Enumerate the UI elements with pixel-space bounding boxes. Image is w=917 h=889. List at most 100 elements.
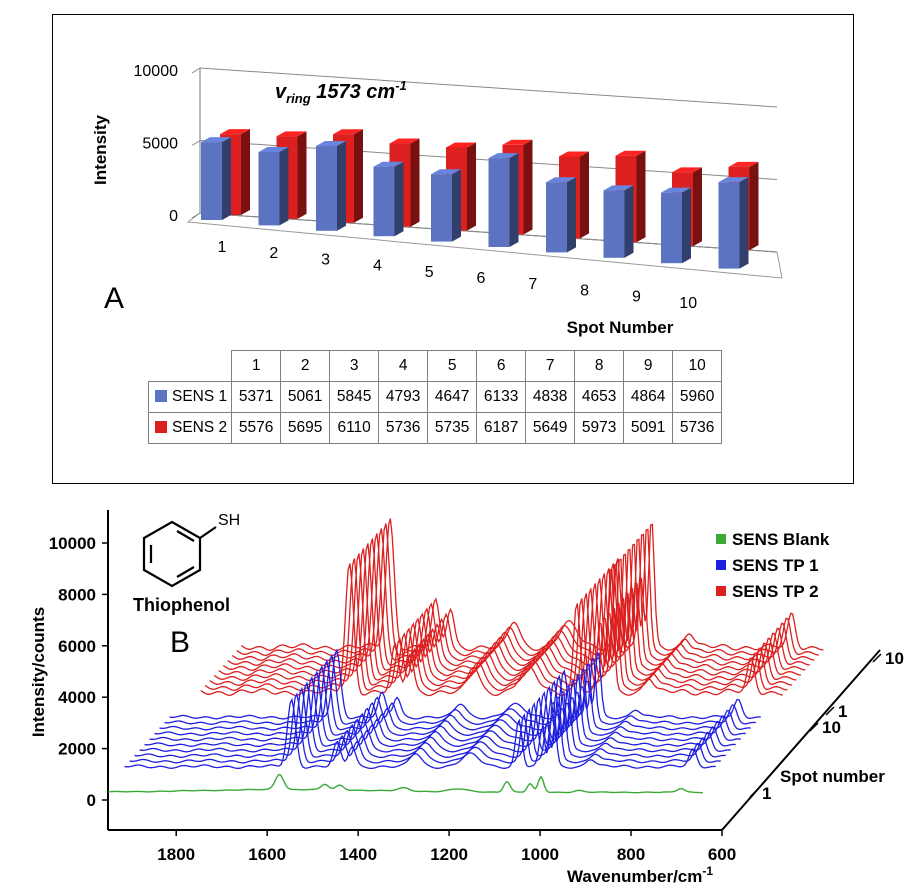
panel-b-letter: B bbox=[170, 626, 190, 659]
a-bar-sens1 bbox=[431, 169, 461, 242]
a-bar-sens1-front bbox=[258, 152, 280, 226]
a-bar-sens1-front bbox=[546, 182, 567, 253]
a-bar-sens1-top bbox=[373, 161, 404, 167]
table-cell: 5091 bbox=[623, 412, 674, 444]
b-x-tick-label: 1400 bbox=[339, 845, 377, 864]
b-spectrum-tp1 bbox=[164, 653, 756, 726]
b-spectrum-tp1 bbox=[149, 670, 741, 742]
a-x-tick-label: 2 bbox=[269, 245, 278, 262]
a-x-tick-label: 5 bbox=[425, 264, 434, 281]
a-bar-sens2-top bbox=[559, 151, 589, 157]
a-x-tick-label: 3 bbox=[321, 251, 330, 268]
a-bar-sens2-top bbox=[728, 161, 759, 167]
a-bar-sens1-front bbox=[718, 182, 740, 269]
a-y-tick-label: 5000 bbox=[142, 136, 178, 153]
table-header-cell: 2 bbox=[280, 350, 331, 382]
b-y-tick-label: 6000 bbox=[58, 637, 96, 656]
a-bar-sens2-top bbox=[220, 129, 250, 135]
b-y-ticks: 0 2000 4000 6000 8000 10000 bbox=[49, 534, 108, 810]
table-cell: 4793 bbox=[378, 381, 429, 413]
a-bar-sens1-front bbox=[316, 146, 337, 231]
a-bar-sens1 bbox=[373, 161, 404, 237]
table-header-cell: 10 bbox=[672, 350, 723, 382]
b-spectrum-tp2 bbox=[231, 528, 815, 662]
a-bar-sens1 bbox=[546, 177, 576, 253]
a-bar-sens1-side bbox=[624, 185, 634, 258]
a-y-tick-label: 10000 bbox=[134, 63, 179, 80]
a-bar-sens2-top bbox=[615, 150, 646, 156]
a-bar-sens2-side bbox=[410, 138, 420, 227]
a-bar-sens1-side bbox=[394, 161, 404, 237]
b-legend-key bbox=[716, 534, 726, 544]
b-y-tick-label: 0 bbox=[87, 791, 96, 810]
a-bar-sens1-side bbox=[567, 177, 576, 253]
a-bar-sens2-top bbox=[389, 138, 420, 144]
legend-key bbox=[155, 421, 167, 433]
b-spectrum-tp2 bbox=[209, 553, 792, 687]
a-bar-sens1-front bbox=[373, 166, 395, 237]
b-legend-key bbox=[716, 560, 726, 570]
table-cell: 4838 bbox=[525, 381, 576, 413]
a-x-tick-label: 10 bbox=[679, 295, 697, 312]
table-header-cell: 5 bbox=[427, 350, 478, 382]
b-spectrum-blank bbox=[107, 773, 703, 794]
b-spectrum-tp2 bbox=[204, 558, 788, 692]
b-legend-key bbox=[716, 586, 726, 596]
a-bar-sens2-top bbox=[446, 142, 476, 148]
panel-a-chart: 0 5000 10000 1 2 3 4 5 6 7 8 9 10 Intensity Spot Nu… bbox=[91, 63, 783, 337]
table-cell: 5973 bbox=[574, 412, 625, 444]
a-bar-sens2-side bbox=[580, 151, 589, 239]
a-bar-sens1-side bbox=[509, 153, 519, 247]
a-annotation: vring 1573 cm-1 bbox=[275, 78, 407, 106]
b-y-tick-label: 8000 bbox=[58, 585, 96, 604]
a-bar-sens2-top bbox=[672, 167, 702, 173]
table-cell: 5371 bbox=[231, 381, 282, 413]
b-y-tick-label: 10000 bbox=[49, 534, 96, 553]
a-x-axis-title: Spot Number bbox=[567, 318, 674, 337]
a-gridline-stub bbox=[191, 140, 201, 146]
a-bar-sens1 bbox=[316, 141, 346, 231]
b-spectrum-tp2 bbox=[227, 533, 810, 667]
a-bar-sens2-side bbox=[636, 150, 646, 243]
a-gridline-stub bbox=[191, 212, 201, 219]
b-spectrum-tp2 bbox=[218, 543, 801, 677]
table-cell: 6133 bbox=[476, 381, 527, 413]
a-bar-sens1 bbox=[718, 177, 749, 269]
thiophenol-structure-icon bbox=[142, 520, 217, 588]
b-x-tick-label: 1600 bbox=[248, 845, 286, 864]
table-series-cell: SENS 2 bbox=[147, 412, 233, 444]
a-bar-sens1 bbox=[258, 147, 289, 226]
b-depth-tick-label: 1 bbox=[762, 784, 771, 803]
table-row: SENS 1 5371 5061 5845 4793 4647 6133 4838 4653 48… bbox=[147, 381, 723, 413]
a-gridline-stub bbox=[191, 67, 201, 74]
a-bar-sens2-side bbox=[354, 129, 363, 223]
b-x-tick-label: 1800 bbox=[157, 845, 195, 864]
a-bar-sens1-side bbox=[222, 137, 231, 220]
b-spectrum-tp2 bbox=[200, 563, 783, 697]
a-bar-sens1-side bbox=[682, 187, 691, 264]
a-bar-sens2-side bbox=[749, 161, 759, 251]
a-bar-sens1 bbox=[603, 185, 634, 258]
table-cell: 5735 bbox=[427, 412, 478, 444]
a-bar-sens1-top bbox=[316, 141, 346, 147]
a-bar-sens1-side bbox=[279, 147, 289, 226]
table-header-row: 1 2 3 4 5 6 7 8 9 10 bbox=[148, 350, 723, 382]
a-bar-sens1-front bbox=[431, 174, 452, 242]
a-bar-sens1-front bbox=[201, 142, 222, 220]
a-bar-sens1-front bbox=[661, 192, 682, 264]
b-x-tick-label: 1000 bbox=[521, 845, 559, 864]
table-cell: 4864 bbox=[623, 381, 674, 413]
b-depth-tick bbox=[825, 706, 835, 716]
a-bar-sens1-top bbox=[661, 187, 691, 193]
panel-a-frame bbox=[52, 14, 854, 484]
table-body: SENS 1 5371 5061 5845 4793 4647 6133 4838 4653 48… bbox=[147, 381, 723, 444]
b-depth-tick bbox=[809, 722, 819, 732]
a-x-ticks: 1 2 3 4 5 6 7 8 9 10 bbox=[218, 239, 698, 312]
a-bar-sens1-top bbox=[201, 137, 231, 143]
a-bar-sens2-side bbox=[241, 129, 250, 215]
a-bar-sens1-top bbox=[431, 169, 461, 175]
a-y-ticks: 0 5000 10000 bbox=[134, 63, 179, 225]
legend-label: SENS 1 bbox=[172, 388, 228, 405]
b-y-tick-label: 4000 bbox=[58, 688, 96, 707]
